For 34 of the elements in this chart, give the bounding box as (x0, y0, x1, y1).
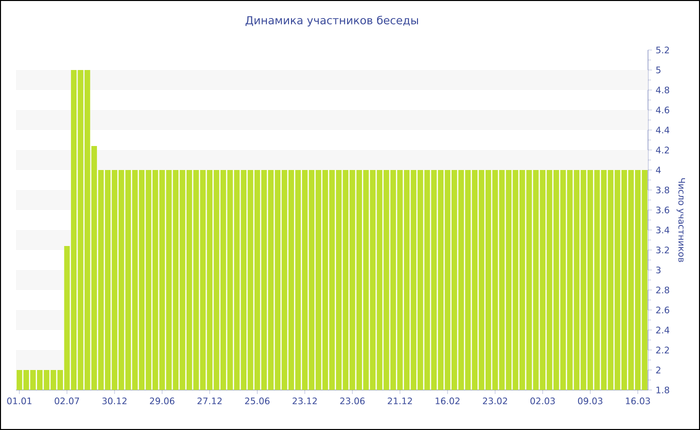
y-tick-label: 5 (656, 66, 660, 74)
x-tick-label: 23.12 (292, 398, 317, 404)
x-tick-label: 23.06 (340, 398, 365, 404)
y-tick-label: 3.2 (656, 246, 669, 254)
y-tick-label: 4.6 (656, 106, 670, 114)
x-tick-label: 25.06 (245, 398, 270, 404)
x-tick-label: 27.12 (198, 398, 222, 404)
y-tick-label: 4.4 (656, 126, 670, 134)
y-tick-label: 1.8 (656, 386, 670, 394)
y-tick-label: 2.2 (656, 346, 669, 354)
y-tick-label: 2.6 (656, 306, 670, 314)
y-tick-label: 3.4 (656, 226, 670, 234)
x-tick-label: 16.03 (626, 398, 650, 404)
x-tick-label: 02.03 (530, 398, 555, 404)
x-tick-label: 16.02 (436, 398, 460, 404)
x-tick-label: 02.07 (54, 398, 80, 404)
y-tick-label: 4.2 (656, 146, 669, 154)
y-tick-label: 3 (656, 266, 661, 274)
y-tick-label: 2 (656, 366, 660, 374)
y-axis-title: Число участников (676, 178, 686, 262)
y-tick-label: 5.2 (656, 46, 669, 54)
x-tick-label: 29.06 (150, 398, 174, 404)
y-tick-label: 2.4 (656, 326, 670, 334)
x-tick-label: 30.12 (102, 398, 126, 404)
x-tick-label: 23.02 (482, 398, 508, 404)
x-tick-label: 01.01 (7, 398, 32, 404)
chart-title: Динамика участников беседы (246, 16, 418, 26)
x-tick-label: 09.03 (578, 398, 602, 404)
x-tick-label: 21.12 (388, 398, 412, 404)
y-tick-label: 3.8 (656, 186, 670, 194)
y-tick-label: 4.8 (656, 86, 670, 94)
y-tick-label: 3.6 (656, 206, 670, 214)
y-tick-label: 4 (656, 166, 661, 174)
y-tick-label: 2.8 (656, 286, 670, 294)
